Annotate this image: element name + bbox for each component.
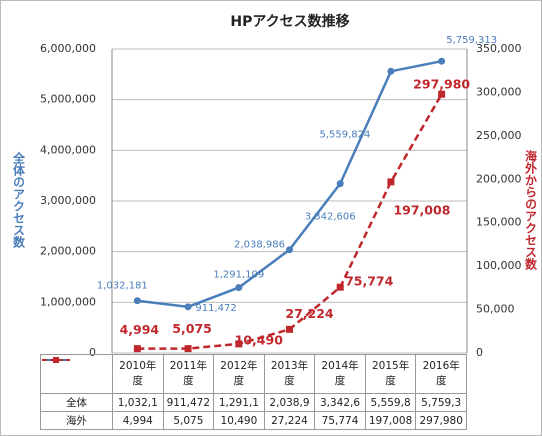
y2-tick-label: 250,000 [476, 129, 522, 142]
table-header-cell: 2015年度 [364, 354, 417, 394]
data-label: 27,224 [285, 306, 334, 321]
marker [235, 284, 243, 292]
y-tick-label: 5,000,000 [40, 93, 96, 106]
table-cell: 3,342,6 [314, 393, 366, 412]
table-cell: 27,224 [263, 411, 316, 430]
table-cell: 4,994 [112, 411, 164, 430]
table-row: 全体 1,032,1 911,472 1,291,1 2,038,9 3,342,6 5,5… [40, 356, 467, 412]
data-label: 1,032,181 [97, 281, 148, 292]
y2-axis-title: 海外からのアクセス数 [524, 149, 538, 271]
marker [387, 178, 395, 186]
category-label: 2015年度 [371, 360, 410, 387]
marker [133, 345, 141, 353]
marker [184, 345, 192, 353]
table-cell: 911,472 [162, 393, 215, 412]
data-label: 10,490 [235, 332, 284, 347]
data-label: 2,038,986 [234, 240, 285, 251]
y2-tick-label: 350,000 [476, 42, 522, 55]
legend-cell: 海外 [40, 356, 113, 430]
table-header-cell: 2012年度 [213, 354, 265, 394]
table-cell: 5,559,8 [364, 393, 417, 412]
data-label: 911,472 [195, 303, 236, 314]
marker [336, 283, 344, 291]
marker [286, 246, 293, 254]
data-table: 2010年度 2011年度 2012年度 2013年度 2014年度 2015年度 2016… [40, 354, 467, 430]
table-header-cell: 2014年度 [314, 354, 366, 394]
marker [387, 67, 395, 75]
table-header-cell: 2010年度 [112, 354, 164, 394]
legend-label: 海外 [66, 415, 87, 427]
table-cell: 1,291,1 [213, 393, 265, 412]
y-tick-label: 2,000,000 [40, 245, 96, 258]
y-tick-label: 4,000,000 [40, 143, 96, 156]
y2-tick-label: 0 [476, 346, 483, 359]
marker [184, 303, 192, 311]
table-header-cell: 2013年度 [263, 354, 316, 394]
table-cell: 297,980 [415, 411, 467, 430]
category-label: 2013年度 [270, 360, 309, 387]
data-label: 197,008 [393, 202, 450, 217]
category-label: 2010年度 [119, 360, 157, 387]
legend-label: 全体 [66, 397, 87, 409]
chart-title: HPアクセス数推移 [230, 13, 349, 30]
table-cell: 75,774 [314, 411, 366, 430]
marker [133, 297, 141, 305]
data-label: 1,291,109 [213, 270, 264, 281]
data-label: 5,075 [172, 321, 212, 336]
legend-cell: 全体 [40, 356, 113, 412]
table-header-cell: 2016年度 [415, 354, 467, 394]
data-label: 5,759,313 [446, 35, 497, 46]
table-cell: 197,008 [364, 411, 417, 430]
table-cell: 2,038,9 [263, 393, 316, 412]
marker [286, 325, 293, 333]
y2-tick-label: 50,000 [476, 303, 515, 316]
category-label: 2012年度 [220, 360, 258, 387]
y-tick-label: 6,000,000 [40, 42, 96, 55]
y2-tick-label: 100,000 [476, 259, 522, 272]
y-tick-label: 3,000,000 [40, 194, 96, 207]
table-cell: 5,075 [162, 411, 215, 430]
data-label: 5,559,824 [319, 129, 370, 140]
y2-tick-label: 200,000 [476, 172, 522, 185]
data-label: 4,994 [120, 322, 160, 337]
y2-tick-label: 300,000 [476, 85, 522, 98]
table-header: 2010年度 2011年度 2012年度 2013年度 2014年度 2015年度 2016… [40, 354, 467, 394]
legend-entry: 全体 [41, 356, 87, 410]
marker [438, 57, 446, 65]
table-header-cell: 2011年度 [162, 354, 215, 394]
data-label: 3,342,606 [305, 212, 356, 223]
data-label: 75,774 [345, 274, 394, 289]
table-cell: 5,759,3 [415, 393, 467, 412]
marker [235, 340, 243, 348]
data-label: 297,980 [413, 77, 470, 92]
y2-tick-label: 150,000 [476, 216, 522, 229]
y-tick-label: 1,000,000 [40, 295, 96, 308]
table-row: 海外 4,994 5,075 10,490 27,224 75,774 197,008 297… [40, 356, 467, 430]
series-line [137, 59, 442, 309]
legend-entry: 海外 [41, 356, 87, 428]
table-cell: 10,490 [213, 411, 265, 430]
category-label: 2014年度 [321, 360, 359, 387]
y-tick-label: 0 [89, 346, 96, 359]
marker [438, 90, 446, 98]
category-label: 2016年度 [422, 360, 460, 387]
table-cell: 1,032,1 [112, 393, 164, 412]
category-label: 2011年度 [169, 360, 207, 387]
marker [336, 180, 344, 188]
y-axis-title: 全体のアクセス数 [12, 151, 26, 249]
